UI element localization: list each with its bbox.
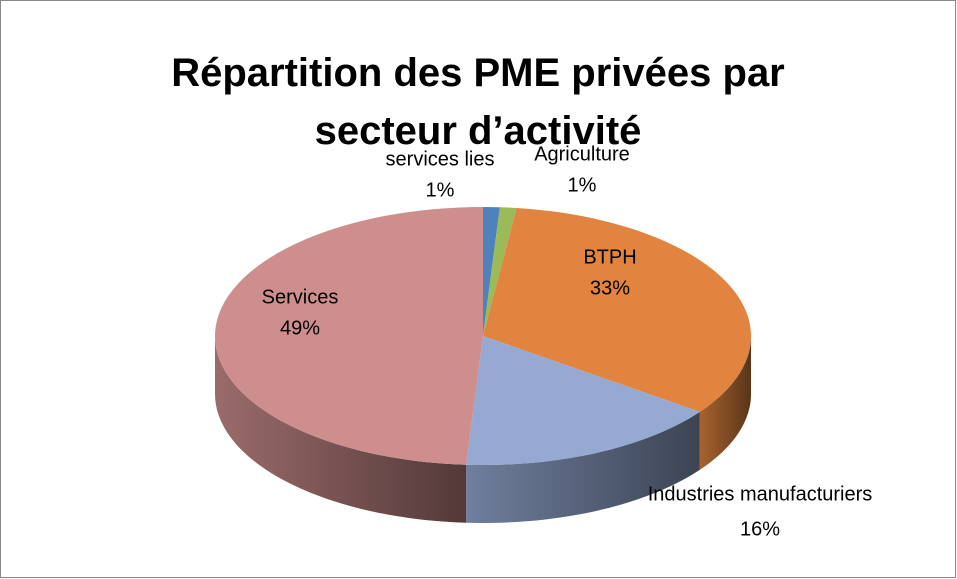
slice-label: Agriculture — [534, 143, 630, 165]
slice-label: BTPH — [583, 246, 636, 268]
pie-side — [215, 336, 467, 523]
slice-value-label: 1% — [568, 174, 597, 196]
pie-slice — [215, 207, 483, 465]
pie-slice — [483, 207, 517, 336]
chart-title: Répartition des PME privées par secteur d… — [171, 51, 785, 153]
pie-slice — [466, 336, 700, 466]
slice-value-label: 33% — [590, 277, 630, 299]
slice-value-label: 49% — [280, 317, 320, 339]
slice-label: Services — [262, 286, 339, 308]
pie-slice — [483, 208, 751, 412]
slice-value-label: 16% — [740, 518, 780, 540]
slice-value-label: 1% — [426, 179, 455, 201]
pie-side — [466, 411, 700, 523]
slice-label: Industries manufacturiers — [648, 483, 873, 505]
pie-side — [699, 336, 751, 470]
slice-label: services lies — [386, 148, 495, 170]
pie-slice — [483, 207, 500, 336]
